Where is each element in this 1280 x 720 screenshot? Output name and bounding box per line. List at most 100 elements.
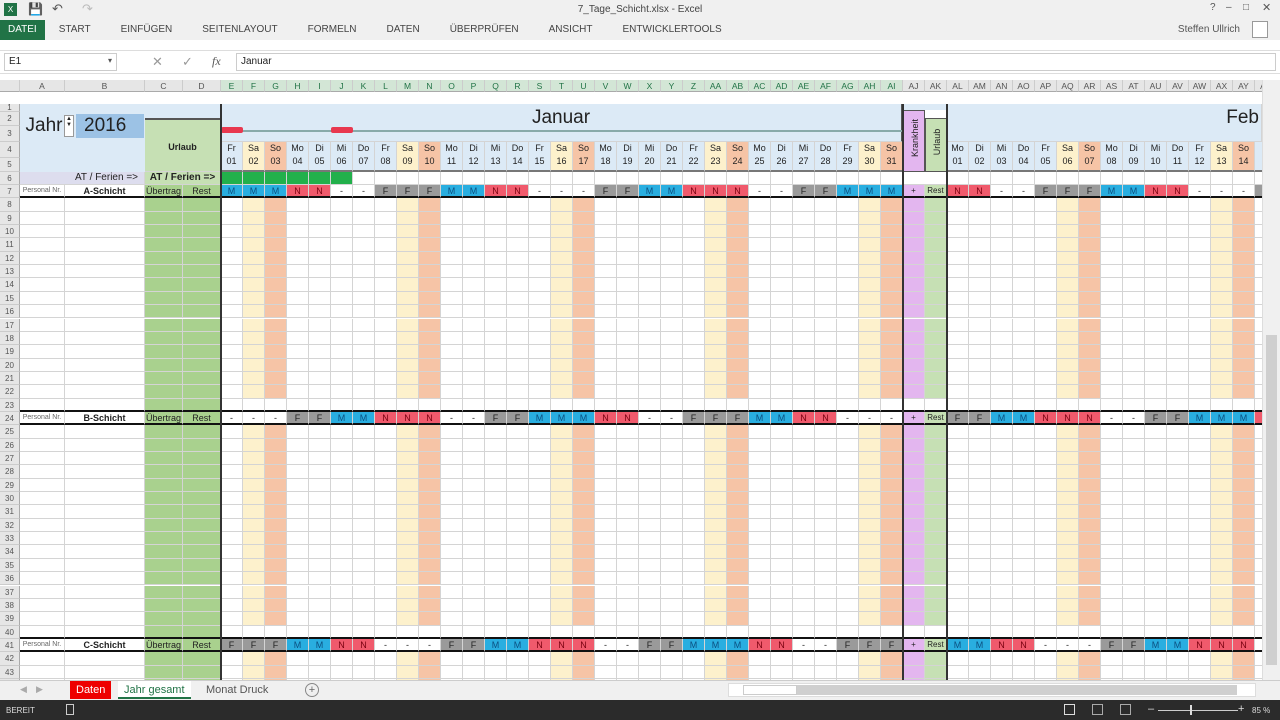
- cell[interactable]: [661, 331, 683, 346]
- cell[interactable]: [771, 558, 793, 573]
- cell[interactable]: [595, 452, 617, 466]
- cell[interactable]: [145, 532, 183, 546]
- cell[interactable]: [595, 345, 617, 359]
- shift-cell-feb-14[interactable]: -: [1233, 185, 1255, 199]
- cell[interactable]: [1079, 385, 1101, 399]
- cell[interactable]: [947, 211, 969, 226]
- at-ferien-cell[interactable]: [595, 172, 617, 185]
- cell[interactable]: [287, 211, 309, 226]
- shift-cell-feb-1[interactable]: N: [1255, 411, 1262, 426]
- cell[interactable]: [595, 371, 617, 386]
- cell[interactable]: [287, 518, 309, 533]
- ribbon-tab-daten[interactable]: DATEN: [386, 24, 420, 35]
- cell[interactable]: [1211, 438, 1233, 452]
- cell[interactable]: [65, 358, 145, 372]
- shift-cell-jan-13[interactable]: F: [485, 411, 507, 426]
- cell[interactable]: [617, 211, 639, 226]
- cell[interactable]: [243, 291, 265, 306]
- cell[interactable]: [749, 572, 771, 586]
- cell[interactable]: [683, 358, 705, 372]
- shift-cell-feb-09[interactable]: -: [1123, 411, 1145, 426]
- cell[interactable]: [859, 305, 881, 319]
- cell[interactable]: [969, 572, 991, 586]
- cell[interactable]: [243, 585, 265, 599]
- cell[interactable]: [485, 532, 507, 546]
- cell[interactable]: [639, 371, 661, 386]
- cell[interactable]: [463, 678, 485, 680]
- column-header-AB[interactable]: AB: [727, 80, 749, 92]
- cell[interactable]: [551, 278, 573, 292]
- cell[interactable]: [859, 278, 881, 292]
- cell[interactable]: [991, 558, 1013, 573]
- cell[interactable]: [20, 665, 65, 679]
- cell[interactable]: [617, 612, 639, 626]
- cell[interactable]: [705, 532, 727, 546]
- cell[interactable]: [1167, 492, 1189, 506]
- cell[interactable]: [661, 291, 683, 306]
- cell[interactable]: [639, 612, 661, 626]
- cell[interactable]: [573, 585, 595, 599]
- cell[interactable]: [221, 558, 243, 573]
- cell[interactable]: [353, 492, 375, 506]
- cell[interactable]: [375, 398, 397, 412]
- cell[interactable]: [1035, 358, 1057, 372]
- cell[interactable]: [65, 598, 145, 613]
- cell[interactable]: [331, 478, 353, 493]
- cell[interactable]: [1211, 358, 1233, 372]
- shift-cell-feb-04[interactable]: M: [1013, 411, 1035, 426]
- cell[interactable]: [309, 572, 331, 586]
- column-header-A[interactable]: A: [20, 80, 65, 92]
- cell[interactable]: [441, 665, 463, 679]
- cell[interactable]: [661, 438, 683, 452]
- cell[interactable]: [1211, 545, 1233, 559]
- cell[interactable]: [617, 251, 639, 266]
- uebertrag-label[interactable]: Übertrag: [145, 185, 183, 199]
- cell[interactable]: [815, 385, 837, 399]
- cell[interactable]: [573, 251, 595, 266]
- cell[interactable]: [661, 558, 683, 573]
- cell[interactable]: [1101, 665, 1123, 679]
- shift-cell-jan-05[interactable]: M: [309, 638, 331, 653]
- shift-cell-jan-11[interactable]: M: [441, 185, 463, 199]
- cell[interactable]: [1035, 492, 1057, 506]
- cell[interactable]: [991, 211, 1013, 226]
- cell[interactable]: [1145, 265, 1167, 279]
- row-header-2[interactable]: 2: [0, 112, 20, 126]
- cell[interactable]: [1255, 558, 1262, 573]
- cell[interactable]: [243, 598, 265, 613]
- cell[interactable]: [265, 265, 287, 279]
- cell[interactable]: [485, 278, 507, 292]
- cell[interactable]: [20, 305, 65, 319]
- cell[interactable]: [419, 532, 441, 546]
- cell[interactable]: [1079, 345, 1101, 359]
- cell[interactable]: [419, 198, 441, 212]
- cell[interactable]: [551, 452, 573, 466]
- cell[interactable]: [485, 291, 507, 306]
- cell[interactable]: [859, 251, 881, 266]
- shift-cell-feb-1[interactable]: F: [1255, 185, 1262, 199]
- cell[interactable]: [183, 225, 221, 239]
- cell[interactable]: [375, 358, 397, 372]
- cell[interactable]: [969, 652, 991, 666]
- cell[interactable]: [617, 505, 639, 519]
- cell[interactable]: [1167, 425, 1189, 439]
- at-ferien-cell[interactable]: [265, 172, 287, 185]
- cell[interactable]: [881, 291, 903, 306]
- row-header-13[interactable]: 13: [0, 265, 20, 279]
- cell[interactable]: [969, 385, 991, 399]
- cell[interactable]: [419, 371, 441, 386]
- row-header-24[interactable]: 24: [0, 411, 20, 426]
- cell[interactable]: [617, 291, 639, 306]
- cell[interactable]: [705, 572, 727, 586]
- row-header-5[interactable]: 5: [0, 158, 20, 172]
- cell[interactable]: [20, 251, 65, 266]
- cell[interactable]: [353, 345, 375, 359]
- cell[interactable]: [1189, 385, 1211, 399]
- shift-cell-jan-25[interactable]: -: [749, 185, 771, 199]
- cell[interactable]: [1233, 652, 1255, 666]
- cell[interactable]: [287, 665, 309, 679]
- cell[interactable]: [837, 425, 859, 439]
- cell[interactable]: [221, 345, 243, 359]
- cell[interactable]: [1211, 345, 1233, 359]
- cell[interactable]: [419, 572, 441, 586]
